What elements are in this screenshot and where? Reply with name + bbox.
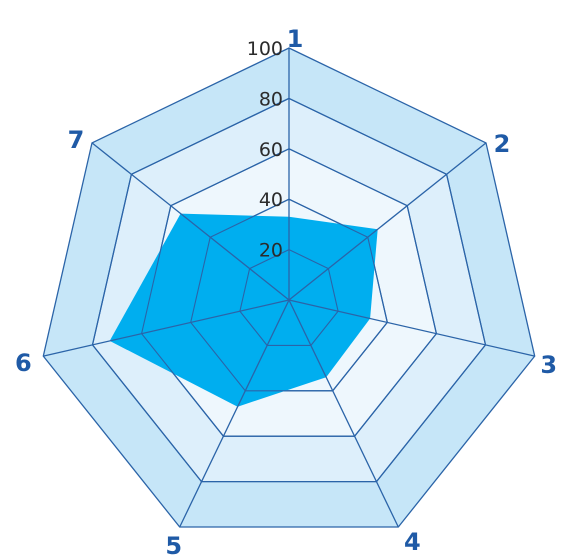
axis-label-7: 7 — [68, 126, 85, 154]
tick-labels: 20 40 60 80 100 — [247, 38, 283, 262]
tick-label-40: 40 — [259, 189, 283, 211]
axis-label-4: 4 — [404, 528, 421, 556]
axis-label-1: 1 — [287, 25, 304, 53]
tick-label-60: 60 — [259, 139, 283, 161]
spoke-2 — [288, 142, 487, 301]
tick-label-100: 100 — [247, 38, 283, 60]
tick-label-20: 20 — [259, 240, 283, 262]
grid-ring-outline-60 — [141, 148, 437, 437]
spoke-5 — [179, 299, 290, 528]
axis-spokes — [43, 48, 535, 528]
spoke-6 — [43, 299, 290, 357]
spoke-3 — [288, 299, 535, 357]
axis-label-3: 3 — [540, 351, 557, 379]
spoke-7 — [91, 142, 290, 301]
grid-ring-outline-20 — [239, 248, 339, 346]
grid-ring-outline-80 — [91, 97, 487, 483]
axis-label-6: 6 — [15, 349, 32, 377]
spoke-4 — [288, 299, 399, 528]
grid-ring-outline-40 — [190, 198, 388, 392]
axis-label-5: 5 — [165, 532, 182, 556]
axis-label-2: 2 — [494, 130, 511, 158]
tick-label-80: 80 — [259, 88, 283, 110]
axis-labels: 1 2 3 4 5 6 7 — [15, 25, 557, 556]
